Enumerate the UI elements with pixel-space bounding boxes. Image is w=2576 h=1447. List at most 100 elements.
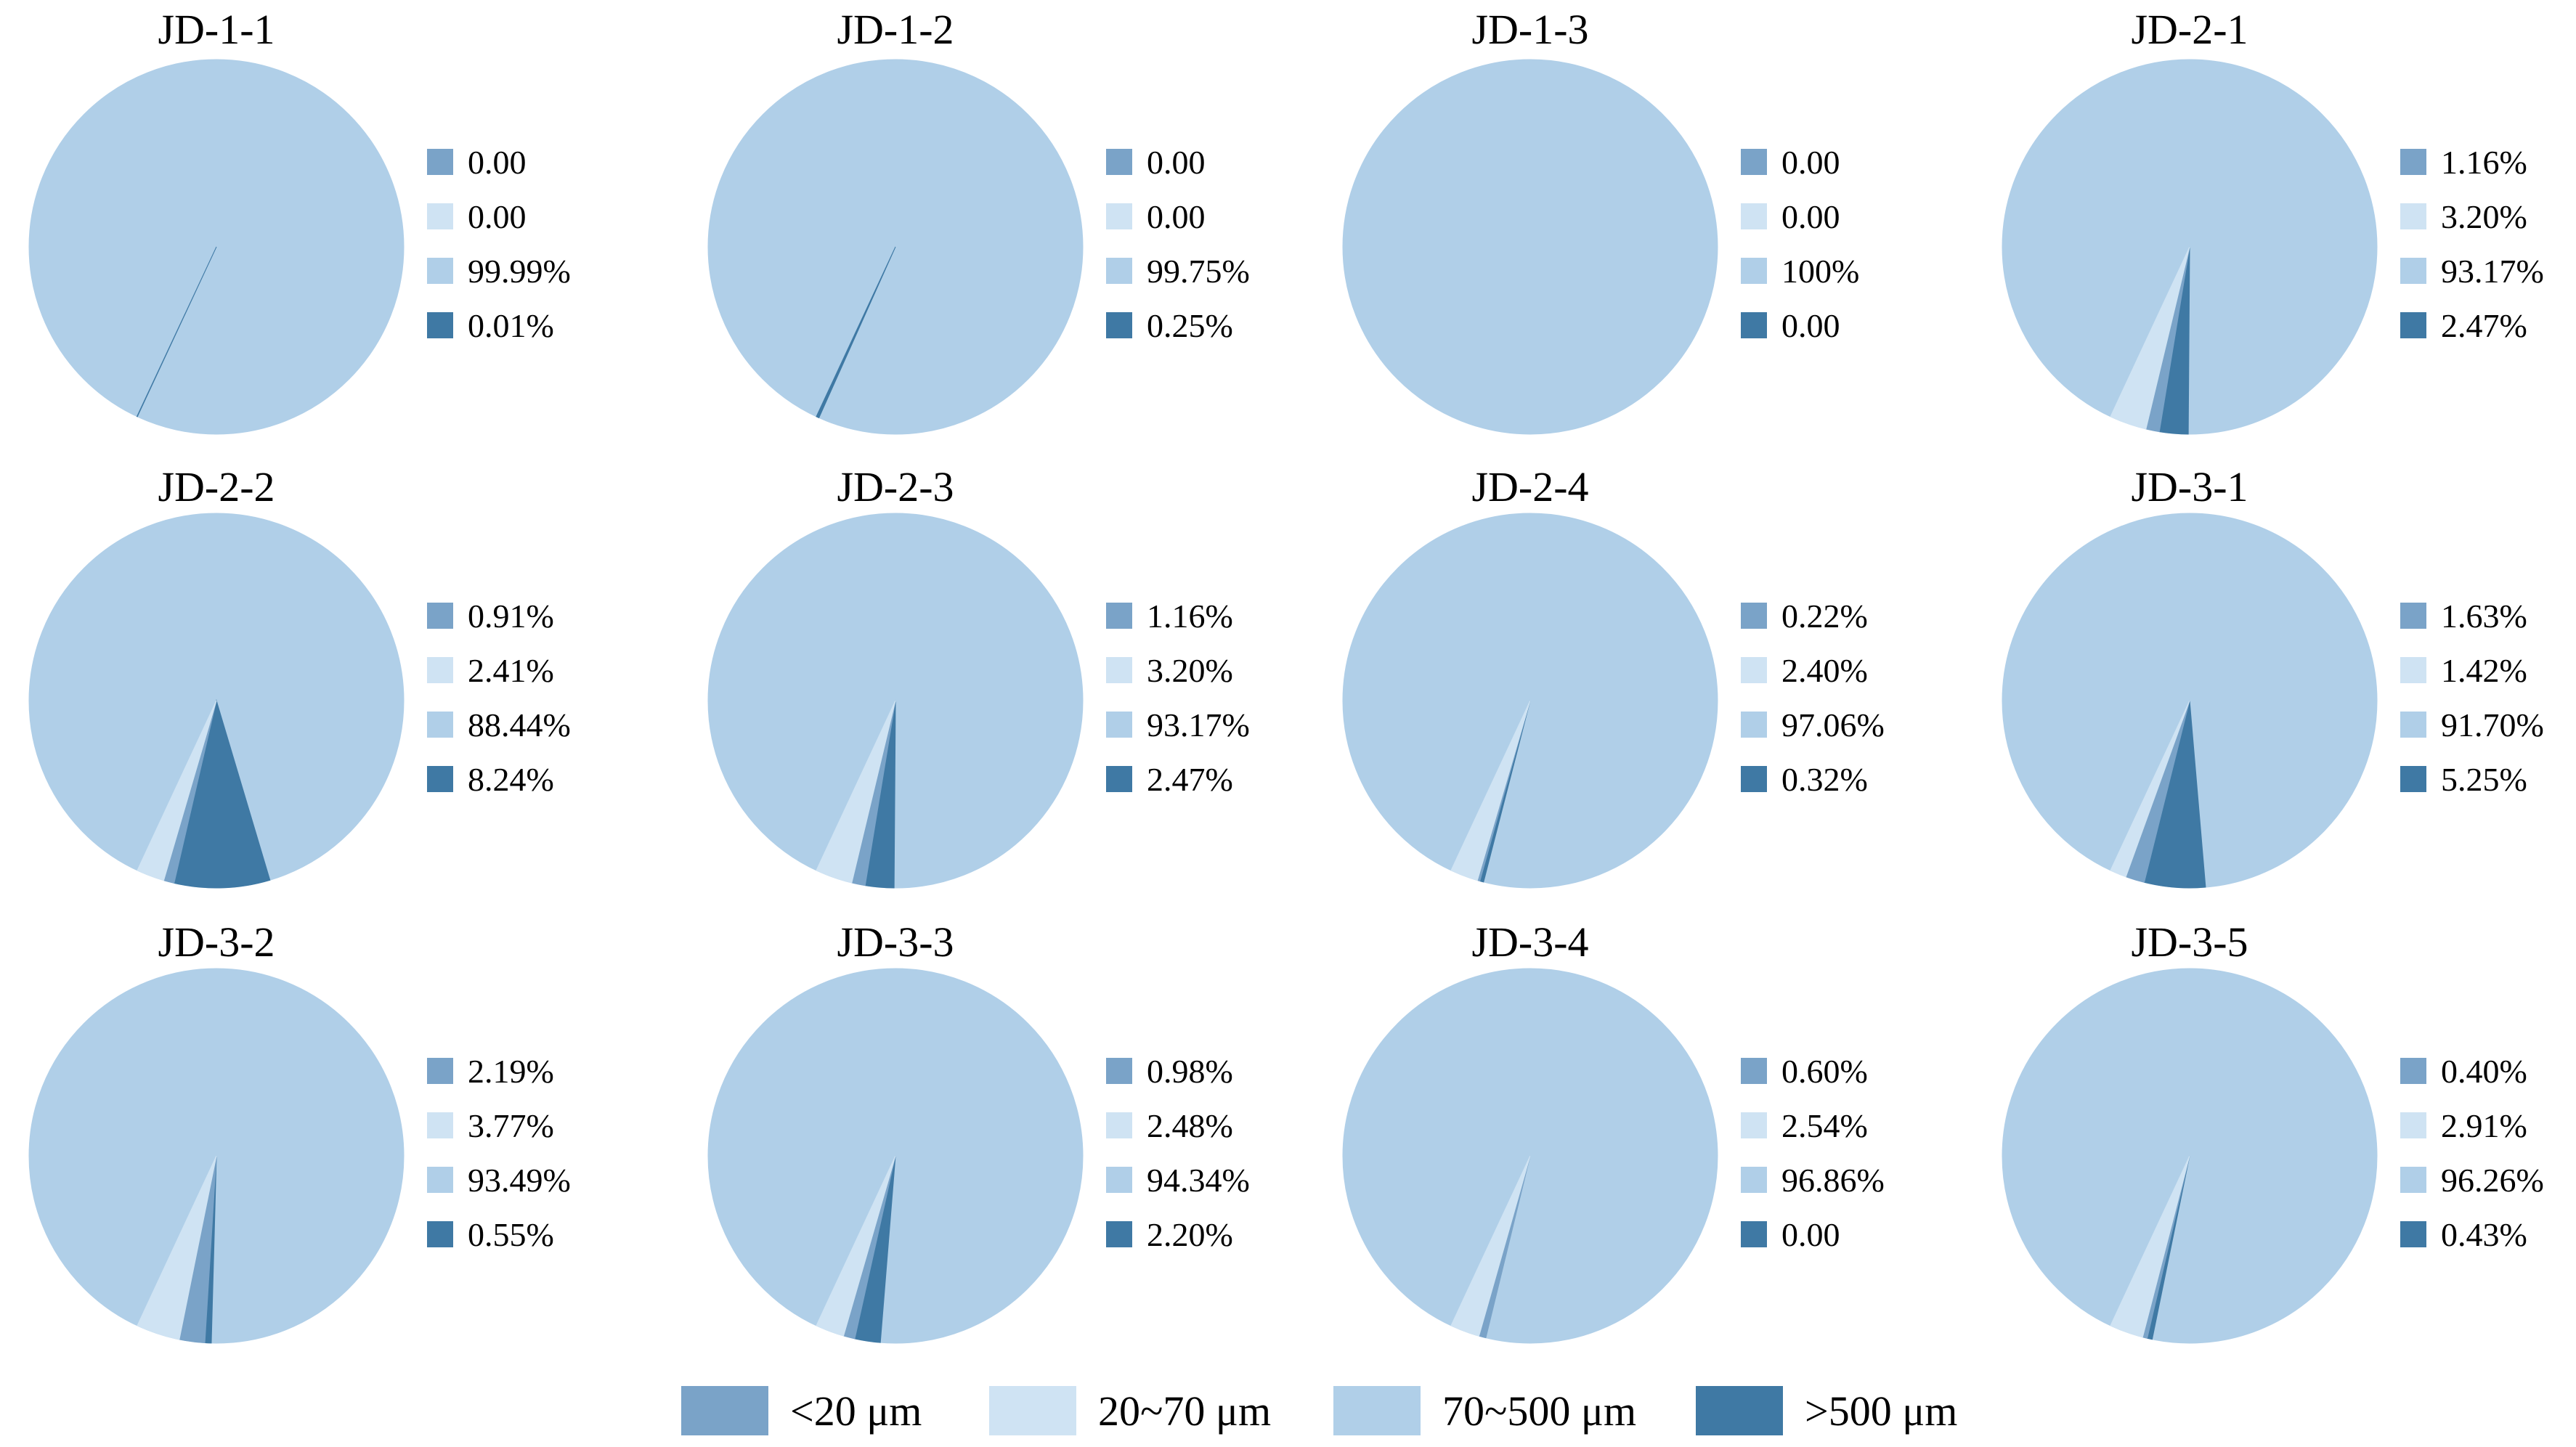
chart6-group: JD-2-3 1.16% 3.20% 93.17% 2.47% xyxy=(707,463,1250,889)
chart5-slice-20-70um xyxy=(137,700,217,881)
chart1-title: JD-1-1 xyxy=(158,6,275,53)
chart5-legend-swatch-gt500um xyxy=(427,766,453,792)
bottom-legend-swatch-70-500um xyxy=(1333,1386,1421,1435)
chart11-group: JD-3-4 0.60% 2.54% 96.86% 0.00 xyxy=(1342,918,1885,1344)
bottom-legend: <20 μm 20~70 μm 70~500 μm >500 μm xyxy=(681,1386,1957,1435)
chart8-title: JD-3-1 xyxy=(2131,463,2248,510)
chart2-legend-value-20-70um: 0.00 xyxy=(1147,198,1206,235)
chart7-legend-swatch-70-500um xyxy=(1741,712,1767,738)
chart7-title: JD-2-4 xyxy=(1471,463,1588,510)
chart10-legend-value-20-70um: 2.48% xyxy=(1147,1107,1233,1144)
chart12-legend-value-70-500um: 96.26% xyxy=(2441,1162,2544,1199)
chart12-legend-swatch-20-70um xyxy=(2400,1112,2426,1138)
chart1-group: JD-1-1 0.00 0.00 99.99% 0.01% xyxy=(28,6,571,435)
chart3-legend-value-lt20um: 0.00 xyxy=(1781,144,1840,181)
chart7-legend-value-lt20um: 0.22% xyxy=(1781,598,1868,635)
chart4-legend-swatch-gt500um xyxy=(2400,312,2426,338)
chart9-legend-swatch-lt20um xyxy=(427,1058,453,1084)
chart4-legend-value-gt500um: 2.47% xyxy=(2441,307,2527,344)
chart12-legend-value-20-70um: 2.91% xyxy=(2441,1107,2527,1144)
chart3-legend-value-70-500um: 100% xyxy=(1781,253,1859,290)
chart10-legend-swatch-70-500um xyxy=(1106,1167,1132,1193)
chart4-legend-swatch-lt20um xyxy=(2400,149,2426,175)
bottom-legend-label-20-70um: 20~70 μm xyxy=(1098,1387,1271,1435)
chart2-legend-swatch-lt20um xyxy=(1106,149,1132,175)
chart3-title: JD-1-3 xyxy=(1471,6,1588,53)
chart9-group: JD-3-2 2.19% 3.77% 93.49% 0.55% xyxy=(28,918,571,1344)
chart3-legend-swatch-gt500um xyxy=(1741,312,1767,338)
chart6-legend-value-lt20um: 1.16% xyxy=(1147,598,1233,635)
chart7-slice-20-70um xyxy=(1450,700,1531,881)
chart10-legend-value-lt20um: 0.98% xyxy=(1147,1053,1233,1090)
chart9-slice-20-70um xyxy=(137,1155,217,1340)
chart6-legend-swatch-gt500um xyxy=(1106,766,1132,792)
chart3-legend-swatch-20-70um xyxy=(1741,203,1767,229)
chart2-legend-swatch-70-500um xyxy=(1106,258,1132,284)
chart8-legend-swatch-20-70um xyxy=(2400,657,2426,683)
chart8-legend-swatch-gt500um xyxy=(2400,766,2426,792)
chart4-legend-swatch-20-70um xyxy=(2400,203,2426,229)
chart11-slice-20-70um xyxy=(1450,1155,1531,1337)
chart12-legend-swatch-gt500um xyxy=(2400,1221,2426,1247)
chart9-title: JD-3-2 xyxy=(158,918,275,966)
chart4-slice-20-70um xyxy=(2110,246,2190,430)
chart1-legend-value-20-70um: 0.00 xyxy=(468,198,527,235)
chart10-legend-swatch-20-70um xyxy=(1106,1112,1132,1138)
chart2-legend-value-gt500um: 0.25% xyxy=(1147,307,1233,344)
chart6-slice-20-70um xyxy=(816,700,896,884)
chart3-legend-swatch-70-500um xyxy=(1741,258,1767,284)
chart7-legend-swatch-lt20um xyxy=(1741,603,1767,629)
chart12-slice-20-70um xyxy=(2110,1155,2190,1338)
chart2-legend-swatch-gt500um xyxy=(1106,312,1132,338)
chart7-group: JD-2-4 0.22% 2.40% 97.06% 0.32% xyxy=(1342,463,1885,889)
chart11-legend-value-gt500um: 0.00 xyxy=(1781,1216,1840,1253)
chart6-legend-value-gt500um: 2.47% xyxy=(1147,761,1233,798)
chart5-legend-swatch-20-70um xyxy=(427,657,453,683)
chart3-group: JD-1-3 0.00 0.00 100% 0.00 xyxy=(1342,6,1859,435)
chart6-legend-swatch-70-500um xyxy=(1106,712,1132,738)
chart2-legend-swatch-20-70um xyxy=(1106,203,1132,229)
chart9-legend-value-lt20um: 2.19% xyxy=(468,1053,554,1090)
chart6-legend-swatch-20-70um xyxy=(1106,657,1132,683)
chart7-legend-swatch-20-70um xyxy=(1741,657,1767,683)
chart7-legend-value-gt500um: 0.32% xyxy=(1781,761,1868,798)
chart5-slice-gt500um xyxy=(174,699,271,889)
chart7-legend-value-20-70um: 2.40% xyxy=(1781,652,1868,689)
chart12-group: JD-3-5 0.40% 2.91% 96.26% 0.43% xyxy=(2002,918,2544,1344)
chart6-legend-value-20-70um: 3.20% xyxy=(1147,652,1233,689)
chart1-legend-swatch-gt500um xyxy=(427,312,453,338)
bottom-legend-swatch-lt20um xyxy=(681,1386,768,1435)
chart10-legend-value-gt500um: 2.20% xyxy=(1147,1216,1233,1253)
chart10-legend-swatch-gt500um xyxy=(1106,1221,1132,1247)
chart1-legend-swatch-20-70um xyxy=(427,203,453,229)
chart9-legend-value-70-500um: 93.49% xyxy=(468,1162,571,1199)
bottom-legend-swatch-20-70um xyxy=(989,1386,1076,1435)
chart2-group: JD-1-2 0.00 0.00 99.75% 0.25% xyxy=(707,6,1250,435)
chart5-legend-value-20-70um: 2.41% xyxy=(468,652,554,689)
chart1-slice-gt500um xyxy=(136,246,217,417)
chart1-legend-swatch-70-500um xyxy=(427,258,453,284)
chart9-legend-swatch-gt500um xyxy=(427,1221,453,1247)
chart9-legend-value-gt500um: 0.55% xyxy=(468,1216,554,1253)
bottom-legend-label-gt500um: >500 μm xyxy=(1805,1387,1957,1435)
chart4-legend-swatch-70-500um xyxy=(2400,258,2426,284)
chart10-legend-value-70-500um: 94.34% xyxy=(1147,1162,1250,1199)
chart11-legend-swatch-70-500um xyxy=(1741,1167,1767,1193)
chart1-legend-swatch-lt20um xyxy=(427,149,453,175)
chart4-title: JD-2-1 xyxy=(2131,6,2248,53)
chart6-legend-value-70-500um: 93.17% xyxy=(1147,706,1250,743)
chart8-legend-value-lt20um: 1.63% xyxy=(2441,598,2527,635)
chart9-legend-value-20-70um: 3.77% xyxy=(468,1107,554,1144)
chart9-legend-swatch-70-500um xyxy=(427,1167,453,1193)
chart2-legend-value-70-500um: 99.75% xyxy=(1147,253,1250,290)
chart8-legend-swatch-lt20um xyxy=(2400,603,2426,629)
chart3-legend-value-gt500um: 0.00 xyxy=(1781,307,1840,344)
chart2-legend-value-lt20um: 0.00 xyxy=(1147,144,1206,181)
chart11-title: JD-3-4 xyxy=(1471,918,1588,966)
chart7-legend-swatch-gt500um xyxy=(1741,766,1767,792)
chart12-legend-swatch-lt20um xyxy=(2400,1058,2426,1084)
chart5-legend-swatch-70-500um xyxy=(427,712,453,738)
chart10-group: JD-3-3 0.98% 2.48% 94.34% 2.20% xyxy=(707,918,1250,1344)
